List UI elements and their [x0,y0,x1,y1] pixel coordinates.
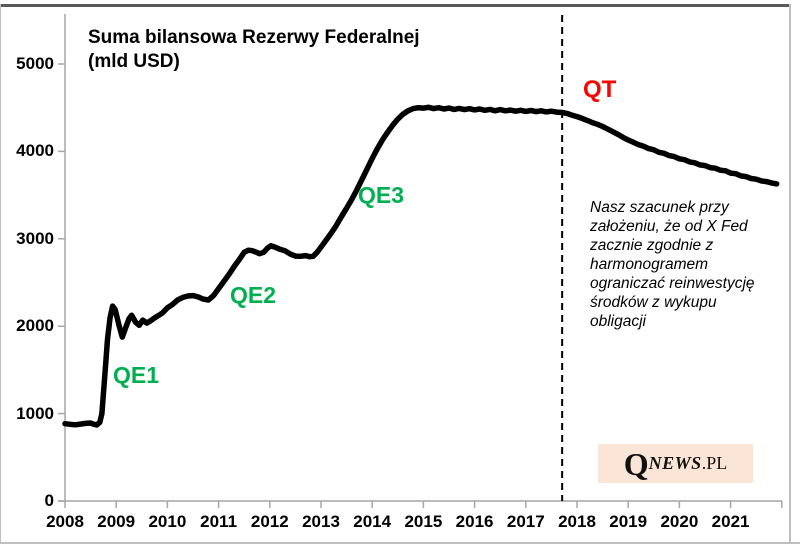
chart-border-top [0,4,791,7]
chart-border-bottom [0,542,800,544]
qnews-logo-news: NEWS [648,453,702,473]
y-tick-label: 0 [44,491,54,510]
estimate-note-line: ograniczać reinwestycję [590,275,755,292]
x-tick-label: 2008 [46,512,84,531]
qt-label: QT [583,76,617,103]
x-tick-label: 2017 [506,512,545,531]
qe2-label: QE2 [230,282,277,308]
chart-border-right [789,4,791,543]
x-tick-label: 2020 [660,512,699,531]
y-tick-label: 4000 [16,141,54,161]
y-tick-label: 5000 [16,54,54,73]
chart-title-line2: (mld USD) [88,51,180,72]
chart-border-left [0,4,1,543]
x-tick-label: 2021 [711,512,750,531]
y-tick-label: 1000 [16,403,54,423]
qe3-label: QE3 [358,182,405,208]
y-tick-label: 2000 [16,316,54,336]
estimate-note-line: środków z wykupu [590,294,717,311]
x-tick-label: 2009 [97,512,136,531]
balance-sheet-line [62,104,780,428]
qe1-label: QE1 [113,362,160,388]
y-tick-label: 3000 [16,228,54,248]
x-tick-label: 2011 [200,512,238,531]
qnews-logo-pl: .PL [701,453,728,473]
x-tick-label: 2018 [558,512,596,531]
estimate-note-line: obligacji [590,313,647,330]
estimate-note-line: założeniu, że od X Fed [590,218,748,235]
axes [58,14,783,508]
estimate-note-line: zacznie zgodnie z [590,237,714,254]
x-tick-label: 2014 [353,512,392,531]
x-tick-label: 2013 [302,512,340,531]
estimate-note-line: harmonogramem [590,256,709,273]
x-tick-label: 2015 [404,512,443,531]
x-tick-label: 2016 [455,512,494,531]
qnews-logo-q: Q [623,445,649,482]
chart-title: Suma bilansowa Rezerwy Federalnej (mld U… [88,26,420,74]
estimate-note: Nasz szacunek przy założeniu, że od X Fed… [590,198,765,331]
estimate-note-line: Nasz szacunek przy [590,199,729,216]
qnews-logo: Q NEWS .PL [598,444,753,483]
x-tick-label: 2019 [609,512,648,531]
x-tick-label: 2012 [250,512,289,531]
chart-title-line1: Suma bilansowa Rezerwy Federalnej [88,27,420,48]
x-tick-label: 2010 [148,512,187,531]
